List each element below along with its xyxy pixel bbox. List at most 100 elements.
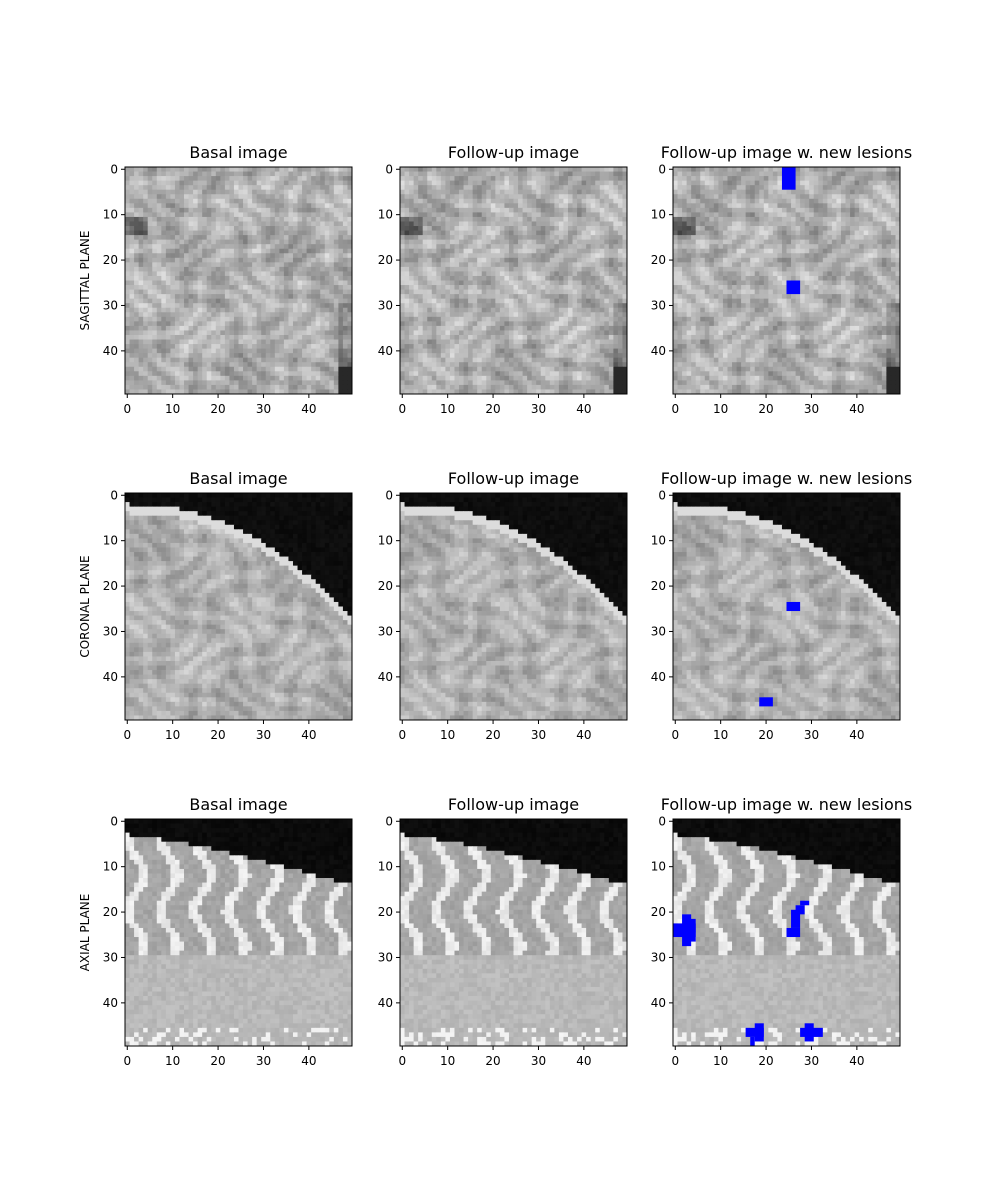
x-tick-label: 40 <box>576 1054 591 1068</box>
x-tick-label: 40 <box>849 728 864 742</box>
y-tick-label: 0 <box>385 488 393 502</box>
y-tick-label: 0 <box>110 488 118 502</box>
mri-image <box>125 493 352 720</box>
x-tick-label: 0 <box>398 728 406 742</box>
x-tick-label: 10 <box>165 402 180 416</box>
y-tick-label: 20 <box>651 905 666 919</box>
x-tick-label: 20 <box>485 1054 500 1068</box>
mri-image <box>125 167 352 394</box>
x-tick-label: 20 <box>210 728 225 742</box>
x-tick-label: 30 <box>256 1054 271 1068</box>
y-tick-label: 10 <box>103 208 118 222</box>
x-tick-label: 0 <box>671 1054 679 1068</box>
x-tick-label: 0 <box>671 728 679 742</box>
y-tick-label: 20 <box>651 253 666 267</box>
lesion-marker <box>759 697 773 706</box>
row-label: CORONAL PLANE <box>78 555 92 657</box>
y-tick-label: 30 <box>378 298 393 312</box>
y-tick-label: 30 <box>378 950 393 964</box>
x-tick-label: 10 <box>713 402 728 416</box>
panel-sagittal-2: Follow-up image w. new lesions0010102020… <box>651 143 913 416</box>
y-tick-label: 0 <box>385 814 393 828</box>
y-tick-label: 10 <box>378 208 393 222</box>
mri-image <box>400 819 627 1046</box>
x-tick-label: 30 <box>804 402 819 416</box>
panel-title: Follow-up image w. new lesions <box>661 469 913 488</box>
y-tick-label: 10 <box>103 860 118 874</box>
row-label: SAGITTAL PLANE <box>78 231 92 331</box>
panel-title: Basal image <box>189 469 287 488</box>
lesion-marker <box>750 1037 755 1046</box>
panel-title: Follow-up image w. new lesions <box>661 795 913 814</box>
x-tick-label: 0 <box>398 1054 406 1068</box>
x-tick-label: 10 <box>713 1054 728 1068</box>
lesion-marker <box>800 901 809 906</box>
panel-title: Follow-up image w. new lesions <box>661 143 913 162</box>
y-tick-label: 10 <box>651 534 666 548</box>
x-tick-label: 0 <box>123 728 131 742</box>
x-tick-label: 20 <box>758 728 773 742</box>
x-tick-label: 30 <box>804 1054 819 1068</box>
x-tick-label: 40 <box>301 402 316 416</box>
y-tick-label: 0 <box>658 162 666 176</box>
panel-axial-2: Follow-up image w. new lesions0010102020… <box>651 795 913 1068</box>
y-tick-label: 40 <box>651 344 666 358</box>
y-tick-label: 30 <box>651 298 666 312</box>
y-tick-label: 20 <box>378 253 393 267</box>
x-tick-label: 20 <box>485 728 500 742</box>
y-tick-label: 20 <box>103 579 118 593</box>
y-tick-label: 20 <box>378 579 393 593</box>
lesion-marker <box>755 1023 764 1041</box>
y-tick-label: 40 <box>651 670 666 684</box>
x-tick-label: 20 <box>210 402 225 416</box>
x-tick-label: 30 <box>256 402 271 416</box>
lesion-marker <box>787 281 801 295</box>
y-tick-label: 40 <box>103 344 118 358</box>
lesion-marker <box>787 928 801 937</box>
x-tick-label: 20 <box>758 1054 773 1068</box>
y-tick-label: 10 <box>378 860 393 874</box>
mri-image <box>400 167 627 394</box>
y-tick-label: 40 <box>378 344 393 358</box>
x-tick-label: 20 <box>485 402 500 416</box>
x-tick-label: 10 <box>165 728 180 742</box>
y-tick-label: 30 <box>103 950 118 964</box>
y-tick-label: 40 <box>378 996 393 1010</box>
x-tick-label: 40 <box>576 402 591 416</box>
x-tick-label: 10 <box>440 728 455 742</box>
x-tick-label: 30 <box>531 728 546 742</box>
x-tick-label: 0 <box>123 402 131 416</box>
y-tick-label: 0 <box>110 814 118 828</box>
x-tick-label: 40 <box>849 402 864 416</box>
y-tick-label: 0 <box>110 162 118 176</box>
panel-title: Follow-up image <box>448 469 579 488</box>
x-tick-label: 30 <box>531 402 546 416</box>
mri-image <box>400 493 627 720</box>
y-tick-label: 40 <box>103 670 118 684</box>
lesion-marker <box>687 919 696 942</box>
y-tick-label: 20 <box>103 253 118 267</box>
y-tick-label: 0 <box>385 162 393 176</box>
lesion-marker <box>787 602 801 611</box>
y-tick-label: 40 <box>378 670 393 684</box>
lesion-marker <box>805 1023 814 1041</box>
y-tick-label: 40 <box>103 996 118 1010</box>
panel-title: Follow-up image <box>448 143 579 162</box>
y-tick-label: 20 <box>651 579 666 593</box>
y-tick-label: 10 <box>103 534 118 548</box>
mri-image <box>125 819 352 1046</box>
x-tick-label: 0 <box>123 1054 131 1068</box>
x-tick-label: 40 <box>301 728 316 742</box>
row-label: AXIAL PLANE <box>78 894 92 972</box>
y-tick-label: 20 <box>378 905 393 919</box>
y-tick-label: 0 <box>658 488 666 502</box>
x-tick-label: 20 <box>758 402 773 416</box>
x-tick-label: 30 <box>804 728 819 742</box>
y-tick-label: 40 <box>651 996 666 1010</box>
x-tick-label: 20 <box>210 1054 225 1068</box>
